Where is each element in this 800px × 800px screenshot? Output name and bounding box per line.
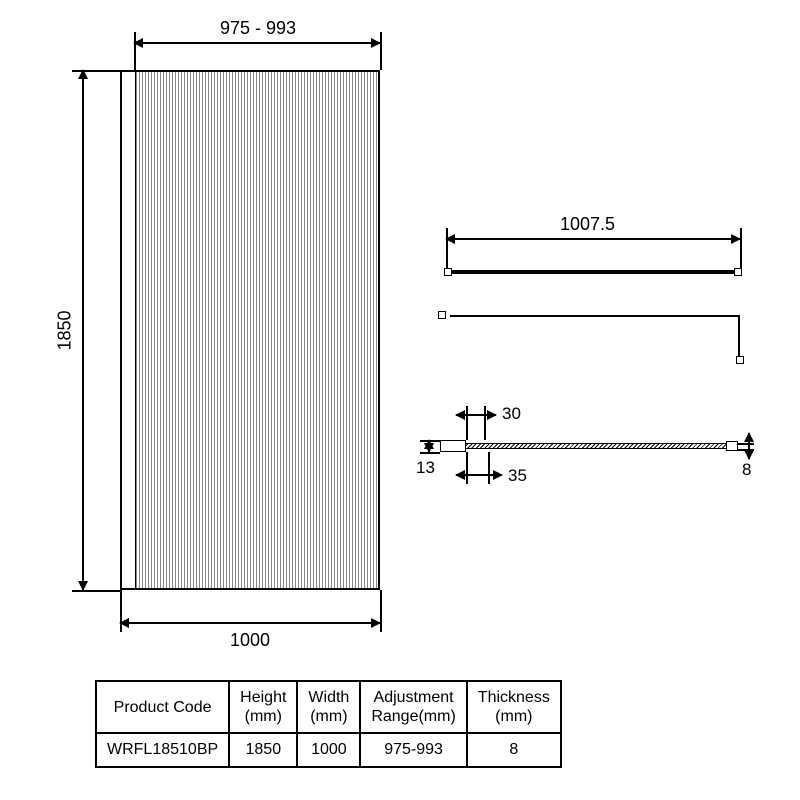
dim-profile-depth bbox=[428, 440, 430, 452]
dim-label-bracket-length: 1007.5 bbox=[560, 214, 615, 235]
th-adj-range: AdjustmentRange(mm) bbox=[360, 681, 466, 733]
bar-end-fitting bbox=[734, 268, 742, 276]
table-header-row: Product Code Height(mm) Width(mm) Adjust… bbox=[96, 681, 561, 733]
ext-line bbox=[466, 406, 468, 440]
fluted-glass-panel bbox=[120, 70, 380, 590]
bar-end-fitting bbox=[444, 268, 452, 276]
td-thickness: 8 bbox=[467, 733, 561, 766]
dim-panel-bottom-width bbox=[120, 622, 380, 624]
xsection-glass bbox=[466, 443, 726, 449]
dim-bracket-length bbox=[446, 238, 740, 240]
dim-label-bottom-width: 1000 bbox=[230, 630, 270, 651]
dim-panel-top-width bbox=[134, 42, 380, 44]
dim-label-top-width: 975 - 993 bbox=[220, 18, 296, 39]
dim-label-offset-35: 35 bbox=[508, 466, 527, 486]
th-thickness: Thickness(mm) bbox=[467, 681, 561, 733]
dim-offset-30 bbox=[456, 414, 496, 416]
bar-end-fitting bbox=[438, 311, 446, 319]
dim-label-height: 1850 bbox=[55, 310, 76, 350]
td-height: 1850 bbox=[229, 733, 297, 766]
panel-profile-strip bbox=[122, 72, 136, 588]
dim-panel-height bbox=[82, 70, 84, 590]
ext-line bbox=[484, 406, 486, 440]
ext-line bbox=[738, 443, 754, 445]
ext-line bbox=[466, 452, 468, 484]
td-product-code: WRFL18510BP bbox=[96, 733, 229, 766]
xsection-wall-profile bbox=[440, 440, 466, 452]
dim-offset-35 bbox=[456, 474, 502, 476]
dim-glass-thk bbox=[748, 433, 750, 459]
td-adj-range: 975-993 bbox=[360, 733, 466, 766]
ext-line bbox=[488, 452, 490, 484]
xsection-end-cap bbox=[726, 441, 738, 451]
th-product-code: Product Code bbox=[96, 681, 229, 733]
table-row: WRFL18510BP 1850 1000 975-993 8 bbox=[96, 733, 561, 766]
th-width: Width(mm) bbox=[297, 681, 360, 733]
support-bar-bent bbox=[440, 315, 740, 365]
dim-label-profile-depth: 13 bbox=[416, 458, 435, 478]
td-width: 1000 bbox=[297, 733, 360, 766]
support-bar-straight bbox=[448, 270, 738, 274]
th-height: Height(mm) bbox=[229, 681, 297, 733]
dim-label-offset-30: 30 bbox=[502, 404, 521, 424]
dim-label-glass-thk: 8 bbox=[742, 460, 751, 480]
spec-table: Product Code Height(mm) Width(mm) Adjust… bbox=[95, 680, 562, 768]
bar-end-fitting bbox=[736, 356, 744, 364]
